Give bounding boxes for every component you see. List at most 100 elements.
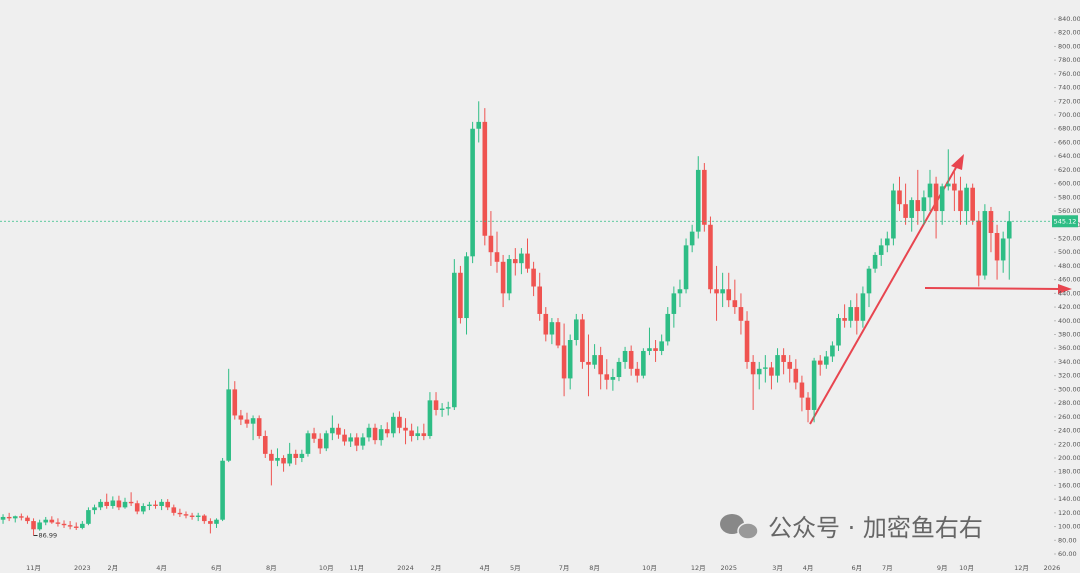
price-label-box <box>1052 215 1078 228</box>
y-tick-label: 280.00 <box>1058 399 1080 407</box>
candle-body <box>744 320 750 362</box>
candle-body <box>945 183 951 187</box>
candle-body <box>433 400 439 410</box>
candle-body <box>884 238 890 246</box>
y-tick-label: 500.00 <box>1058 248 1080 256</box>
y-tick-label: 400.00 <box>1058 317 1080 325</box>
candle-body <box>19 516 24 518</box>
candle-body <box>738 307 744 321</box>
candle-body <box>366 427 372 438</box>
candle-body <box>31 521 36 530</box>
candle-body <box>43 519 49 523</box>
candle-body <box>323 433 329 449</box>
candle-body <box>311 433 317 439</box>
candle-body <box>964 187 969 212</box>
candle-body <box>232 389 238 416</box>
candle-body <box>452 272 457 408</box>
x-tick-label: 10月 <box>959 564 974 572</box>
watermark: 公众号 · 加密鱼右右 <box>720 514 983 542</box>
candle-body <box>354 437 360 446</box>
candle-body <box>391 416 396 434</box>
y-tick-label: 760.00 <box>1058 70 1080 78</box>
candle-body <box>177 512 183 515</box>
candle-body <box>732 300 738 308</box>
watermark-icon <box>737 522 759 540</box>
y-tick-label: 380.00 <box>1058 331 1080 339</box>
candle-body <box>714 289 719 294</box>
x-tick-label: 12月 <box>1014 564 1029 572</box>
candle-body <box>348 437 353 442</box>
y-tick-label: 800.00 <box>1058 42 1080 50</box>
y-tick-label: 480.00 <box>1058 262 1080 270</box>
candle-body <box>470 128 475 257</box>
candle-body <box>634 368 640 376</box>
candle-body <box>891 190 896 239</box>
candle-body <box>1006 221 1012 239</box>
x-tick-label: 7月 <box>559 564 570 572</box>
candle-body <box>141 505 146 512</box>
candle-body <box>878 245 884 255</box>
x-tick-label: 2026 <box>1044 564 1061 572</box>
candle-body <box>37 522 42 530</box>
candle-body <box>384 429 390 434</box>
candle-body <box>659 341 664 351</box>
arrow-head <box>951 154 964 170</box>
candle-body <box>982 211 988 276</box>
y-tick-label: 780.00 <box>1058 56 1080 64</box>
candle-body <box>494 252 500 262</box>
y-tick-label: 140.00 <box>1058 495 1080 503</box>
y-tick-label: 80.00 <box>1058 536 1077 544</box>
candle-body <box>415 433 421 437</box>
arrow-head <box>1058 284 1072 294</box>
candle-body <box>287 453 292 464</box>
candle-body <box>104 501 110 506</box>
candle-body <box>220 460 225 520</box>
candle-body <box>677 289 683 294</box>
candle-body <box>49 519 55 523</box>
candle-body <box>262 436 268 454</box>
candle-body <box>781 355 786 362</box>
candle-body <box>683 245 689 290</box>
candle-body <box>439 408 445 410</box>
candle-body <box>110 500 116 506</box>
candle-body <box>195 515 201 517</box>
candle-body <box>421 433 427 437</box>
candle-body <box>695 169 701 232</box>
candle-body <box>134 503 140 512</box>
candle-body <box>86 510 91 524</box>
candle-body <box>952 183 957 191</box>
y-tick-label: 360.00 <box>1058 344 1080 352</box>
x-tick-label: 4月 <box>156 564 167 572</box>
candle-body <box>933 183 939 212</box>
candle-body <box>317 438 323 449</box>
x-tick-label: 6月 <box>851 564 862 572</box>
candle-body <box>250 418 256 424</box>
candle-body <box>6 516 12 519</box>
candle-body <box>61 523 67 526</box>
y-tick-label: 820.00 <box>1058 29 1080 37</box>
candle-body <box>787 361 793 369</box>
candle-body <box>689 231 695 246</box>
candle-body <box>994 233 1000 261</box>
watermark-text: 公众号 · 加密鱼右右 <box>768 514 983 542</box>
candle-body <box>73 526 79 528</box>
candle-body <box>80 523 85 528</box>
candle-body <box>909 200 914 218</box>
candle-body <box>342 434 347 442</box>
candle-body <box>25 517 30 522</box>
y-tick-label: 160.00 <box>1058 481 1080 489</box>
x-tick-label: 8月 <box>589 564 600 572</box>
candle-body <box>750 361 756 375</box>
y-tick-label: 60.00 <box>1058 550 1077 558</box>
candle-body <box>0 516 6 520</box>
candle-body <box>281 457 286 464</box>
y-tick-label: 340.00 <box>1058 358 1080 366</box>
y-tick-label: 840.00 <box>1058 15 1080 23</box>
candle-body <box>763 367 768 369</box>
candle-body <box>848 307 854 321</box>
candle-body <box>958 190 963 212</box>
candles <box>0 101 1012 536</box>
y-tick-label: 640.00 <box>1058 152 1080 160</box>
candle-body <box>122 501 128 508</box>
x-tick-label: 2025 <box>720 564 737 572</box>
